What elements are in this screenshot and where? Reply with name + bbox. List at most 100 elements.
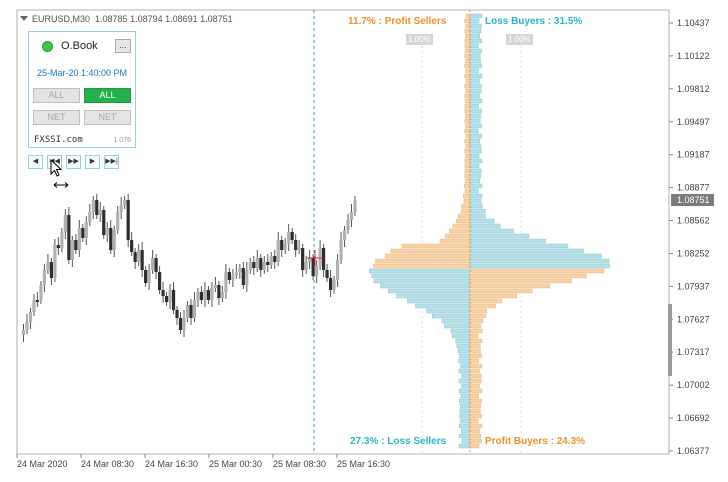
candle-body <box>182 318 186 330</box>
candle-body <box>252 262 256 268</box>
candle-body <box>105 228 109 235</box>
book-bar-sell <box>464 128 471 134</box>
book-bar-buy <box>469 363 483 369</box>
candle-body <box>266 262 270 265</box>
chart-frame <box>16 9 670 455</box>
candle-body <box>199 292 204 300</box>
book-bar-buy <box>469 63 482 69</box>
book-bar-buy <box>469 303 496 309</box>
book-bar-buy <box>469 268 605 274</box>
book-bar-sell <box>464 98 471 104</box>
candle-body <box>63 215 67 232</box>
book-bar-buy <box>469 438 482 444</box>
minimize-button[interactable]: ... <box>115 39 131 53</box>
all-right-button[interactable]: ALL <box>84 88 131 103</box>
book-bar-sell <box>461 203 471 209</box>
book-bar-sell <box>464 163 471 169</box>
book-bar-buy <box>469 418 479 424</box>
symbol-label: EURUSD,M30 <box>32 14 91 24</box>
book-bar-buy <box>469 288 533 294</box>
book-bar-sell <box>380 283 471 289</box>
book-bar-sell <box>384 253 471 259</box>
book-bar-sell <box>464 48 471 54</box>
book-bar-sell <box>459 408 471 414</box>
book-bar-buy <box>469 298 502 304</box>
book-bar-buy <box>469 333 479 339</box>
net-right-button[interactable]: NET <box>84 110 131 125</box>
book-bar-buy <box>469 163 480 169</box>
candle-body <box>196 292 200 300</box>
book-bar-sell <box>457 348 471 354</box>
book-bar-buy <box>469 423 483 429</box>
candle-body <box>210 288 214 300</box>
book-bar-buy <box>469 118 481 124</box>
price-tick-label: 1.08562 <box>677 216 710 226</box>
book-bar-sell <box>464 43 471 49</box>
candle-body <box>112 230 116 250</box>
book-bar-buy <box>469 43 479 49</box>
all-left-button[interactable]: ALL <box>33 88 80 103</box>
candle-body <box>339 240 343 260</box>
book-bar-sell <box>459 423 471 429</box>
book-bar-buy <box>469 193 483 199</box>
candle-body <box>157 272 162 290</box>
candle-body <box>269 256 273 265</box>
order-book-panel: O.Book ... 25-Mar-20 1:40:00 PM ALL ALL … <box>28 31 136 148</box>
book-bar-buy <box>469 173 482 179</box>
book-bar-sell <box>458 213 471 219</box>
book-bar-buy <box>469 383 480 389</box>
collapse-triangle-icon[interactable] <box>20 16 28 21</box>
book-bar-buy <box>469 123 482 129</box>
book-bar-sell <box>456 343 471 349</box>
candle-body <box>189 305 193 318</box>
book-bar-sell <box>463 193 471 199</box>
nav-last-button[interactable]: ▶▶| <box>104 155 119 169</box>
candle-body <box>133 252 137 262</box>
book-bar-buy <box>469 133 483 139</box>
book-bar-buy <box>469 168 482 174</box>
book-bar-buy <box>469 73 483 79</box>
candle-body <box>325 270 329 278</box>
book-bar-buy <box>469 328 483 334</box>
book-bar-sell <box>456 218 471 224</box>
candle-body <box>353 200 357 212</box>
book-bar-sell <box>396 293 471 299</box>
book-bar-buy <box>469 183 483 189</box>
book-bar-sell <box>463 183 471 189</box>
candle-body <box>248 262 252 270</box>
candle-body <box>328 278 333 290</box>
book-bar-sell <box>465 143 471 149</box>
candle-body <box>234 272 238 275</box>
book-bar-buy <box>469 278 573 284</box>
book-bar-sell <box>465 23 471 29</box>
mouse-pointer-icon <box>50 159 69 188</box>
loss-sellers-stat: 27.3% : Loss Sellers <box>350 436 447 447</box>
book-bar-sell <box>464 118 471 124</box>
book-bar-sell <box>465 58 471 64</box>
book-bar-sell <box>373 278 471 284</box>
book-bar-buy <box>469 443 480 449</box>
price-tick-label: 1.07937 <box>677 281 710 291</box>
book-bar-buy <box>469 148 482 154</box>
candle-body <box>70 240 74 260</box>
candle-body <box>102 210 106 235</box>
net-left-button[interactable]: NET <box>33 110 80 125</box>
price-tick-label: 1.07002 <box>677 380 710 390</box>
book-bar-sell <box>452 333 471 339</box>
scrollbar-handle[interactable] <box>668 304 672 376</box>
nav-first-button[interactable]: ◀ <box>28 155 43 169</box>
candle-body <box>119 205 123 212</box>
book-bar-sell <box>464 28 471 34</box>
book-bar-sell <box>368 268 471 274</box>
nav-next-button[interactable]: ▶▶ <box>66 155 81 169</box>
candle-body <box>178 318 183 330</box>
candle-body <box>220 292 224 298</box>
book-bar-sell <box>465 133 471 139</box>
book-bar-buy <box>469 83 482 89</box>
nav-play-button[interactable]: ▶ <box>85 155 100 169</box>
book-bar-sell <box>465 13 471 19</box>
panel-title: O.Book <box>61 40 98 52</box>
candle-body <box>241 268 245 285</box>
candle-body <box>137 250 141 262</box>
